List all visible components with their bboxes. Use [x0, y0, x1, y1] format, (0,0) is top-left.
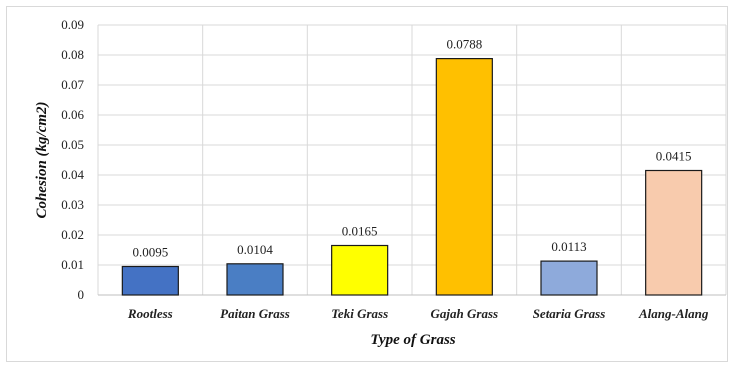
bar-data-label: 0.0788 — [446, 37, 482, 52]
bars — [121, 57, 703, 296]
bar — [645, 169, 703, 296]
y-tick-label: 0.04 — [61, 167, 84, 182]
y-tick-label: 0.09 — [61, 17, 84, 32]
bar-data-label: 0.0113 — [551, 239, 586, 254]
bar — [435, 57, 493, 296]
y-tick-label: 0.02 — [61, 227, 84, 242]
x-tick-label: Rootless — [127, 306, 173, 321]
y-tick-label: 0.08 — [61, 47, 84, 62]
bar-data-label: 0.0415 — [656, 149, 692, 164]
y-tick-label: 0.01 — [61, 257, 84, 272]
bar-data-label: 0.0104 — [237, 242, 273, 257]
bar — [331, 244, 389, 296]
x-tick-labels: Rootless Paitan Grass Teki Grass Gajah Gras… — [127, 306, 709, 321]
bar — [226, 263, 284, 296]
bar — [121, 265, 179, 296]
bar-data-label: 0.0095 — [132, 245, 168, 260]
x-tick-label: Teki Grass — [331, 306, 388, 321]
x-tick-label: Setaria Grass — [533, 306, 606, 321]
y-tick-labels: 0 0.01 0.02 0.03 0.04 0.05 0.06 0.07 0.08 0.09 — [61, 17, 84, 302]
y-tick-label: 0.03 — [61, 197, 84, 212]
x-tick-label: Gajah Grass — [431, 306, 499, 321]
data-labels: 0.0095 0.0104 0.0165 0.0788 0.0113 0.0415 — [132, 37, 691, 260]
x-tick-label: Alang-Alang — [638, 306, 709, 321]
y-tick-label: 0.06 — [61, 107, 84, 122]
chart-frame — [6, 6, 728, 362]
y-tick-label: 0.05 — [61, 137, 84, 152]
x-axis-title: Type of Grass — [370, 332, 455, 348]
y-tick-label: 0.07 — [61, 77, 84, 92]
grid-lines — [97, 24, 727, 296]
bar-data-label: 0.0165 — [342, 224, 378, 239]
x-tick-label: Paitan Grass — [220, 306, 290, 321]
bar — [540, 260, 598, 296]
y-axis-title: Cohesion (kg/cm2) — [34, 101, 50, 218]
y-tick-label: 0 — [78, 287, 85, 302]
